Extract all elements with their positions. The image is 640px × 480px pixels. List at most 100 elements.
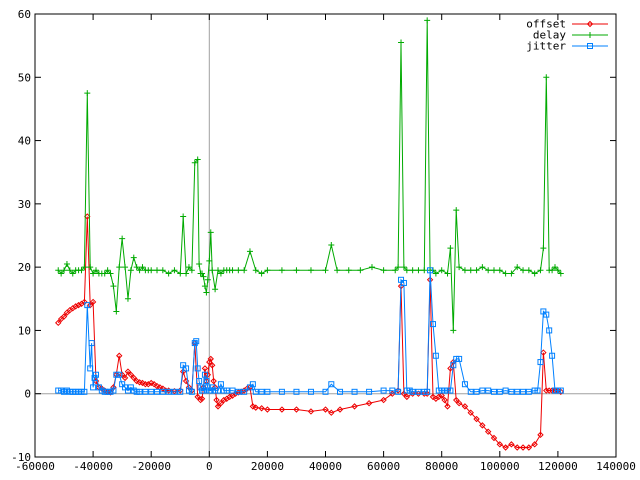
offset-point — [293, 406, 300, 413]
delay-point — [479, 264, 486, 271]
offset-point — [133, 377, 140, 385]
delay-point — [87, 264, 94, 271]
delay-point — [328, 241, 335, 248]
jitter-point — [264, 388, 271, 395]
jitter-point — [223, 387, 230, 394]
delay-point — [110, 283, 117, 290]
jitter-point — [502, 387, 509, 394]
delay-point — [200, 273, 207, 280]
delay-point — [139, 264, 146, 271]
delay-point — [180, 213, 187, 220]
delay-point — [368, 264, 375, 271]
offset-point — [540, 349, 547, 356]
offset-point — [207, 355, 214, 363]
offset-point — [496, 441, 504, 448]
jitter-point — [258, 388, 265, 395]
jitter-point — [447, 387, 454, 394]
offset-point — [214, 403, 222, 410]
delay-point — [136, 267, 143, 274]
delay-point — [101, 270, 108, 277]
delay-point — [104, 267, 111, 274]
jitter-point — [520, 388, 527, 395]
jitter-point — [293, 388, 300, 395]
delay-point — [554, 267, 561, 274]
delay-point — [90, 270, 97, 277]
jitter-point — [87, 365, 94, 372]
offset-point — [455, 399, 463, 407]
jitter-point — [191, 340, 198, 347]
series-offset — [55, 213, 565, 451]
offset-point — [490, 434, 498, 442]
delay-point — [278, 267, 285, 274]
delay-point — [252, 267, 259, 274]
offset-point — [461, 403, 469, 410]
jitter-point — [194, 365, 201, 372]
jitter-point — [424, 388, 431, 395]
delay-line — [57, 20, 562, 331]
delay-point — [456, 264, 463, 271]
legend-label: offset — [526, 18, 566, 31]
delay-point — [113, 308, 120, 315]
offset-point — [198, 395, 206, 402]
delay-point — [403, 267, 410, 274]
delay-point — [119, 235, 126, 242]
delay-point — [127, 267, 134, 274]
offset-point — [153, 382, 161, 390]
jitter-point — [429, 321, 436, 328]
delay-point — [246, 248, 253, 255]
x-tick-label: -60000 — [15, 460, 55, 473]
offset-point — [336, 406, 344, 413]
delay-point — [196, 260, 203, 267]
offset-point — [208, 362, 216, 369]
delay-point — [116, 264, 123, 271]
jitter-point — [450, 362, 457, 369]
offset-point — [264, 406, 271, 413]
delay-point — [206, 257, 213, 264]
delay-point — [93, 267, 100, 274]
jitter-point — [456, 355, 463, 362]
jitter-point — [154, 388, 161, 395]
delay-point — [191, 159, 198, 166]
jitter-point — [525, 388, 532, 395]
offset-point — [159, 385, 167, 392]
delay-point — [531, 270, 538, 277]
jitter-point — [148, 388, 155, 395]
jitter-point — [490, 388, 497, 395]
offset-point — [124, 368, 132, 375]
jitter-point — [201, 371, 208, 378]
delay-point — [107, 270, 114, 277]
offset-point — [453, 396, 460, 404]
offset-point — [508, 441, 515, 448]
y-tick-label: 0 — [24, 388, 31, 401]
jitter-point — [543, 311, 550, 318]
delay-point — [148, 267, 155, 274]
jitter-point — [473, 388, 480, 395]
delay-point — [447, 245, 454, 252]
delay-point — [400, 264, 407, 271]
jitter-point — [183, 365, 190, 372]
jitter-point — [249, 381, 256, 388]
jitter-point — [159, 388, 166, 395]
delay-point — [130, 254, 137, 261]
y-tick-label: 10 — [18, 324, 31, 337]
delay-point — [171, 267, 178, 274]
delay-point — [380, 267, 387, 274]
delay-point — [537, 267, 544, 274]
delay-point — [421, 267, 428, 274]
delay-point — [217, 270, 224, 277]
offset-point — [531, 441, 538, 448]
offset-point — [213, 396, 220, 404]
jitter-point — [136, 388, 143, 395]
jitter-point — [252, 388, 259, 395]
jitter-point — [328, 381, 335, 388]
jitter-point — [196, 378, 203, 385]
jitter-point — [432, 352, 439, 359]
jitter-line — [58, 270, 561, 393]
jitter-point — [88, 340, 95, 347]
offset-point — [55, 319, 62, 327]
offset-point — [322, 406, 329, 413]
legend-label: delay — [533, 29, 566, 42]
x-tick-label: 40000 — [309, 460, 342, 473]
offset-point — [429, 393, 437, 401]
delay-point — [55, 267, 62, 274]
